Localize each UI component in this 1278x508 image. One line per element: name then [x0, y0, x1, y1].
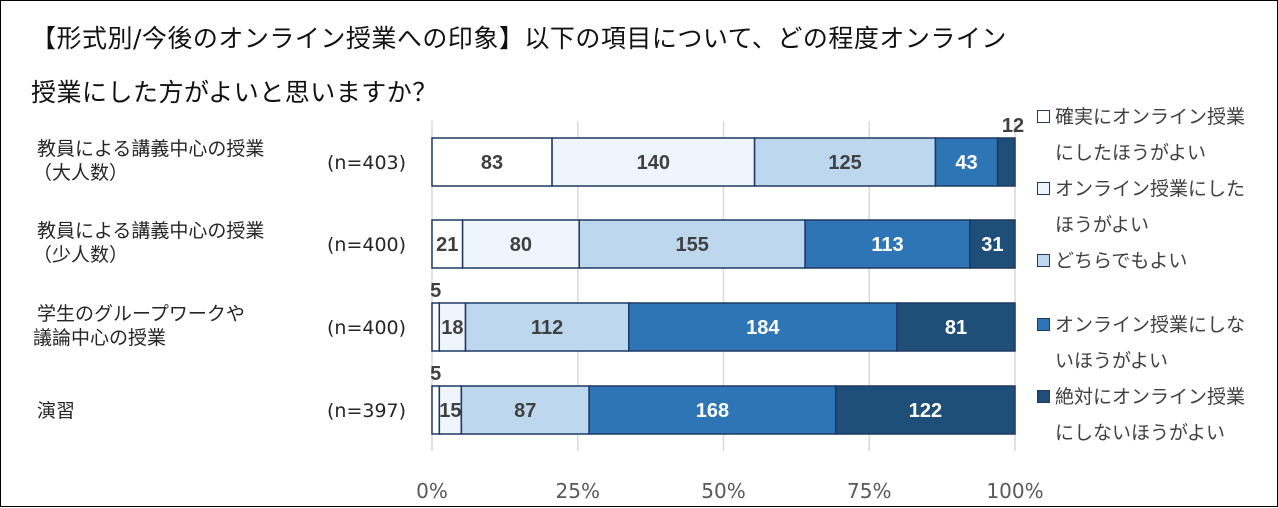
legend-item: オンライン授業にした ほうがよい	[1035, 171, 1275, 243]
category-label: 教員による講義中心の授業	[37, 220, 264, 242]
legend-swatch	[1037, 182, 1050, 195]
bar-segment	[835, 385, 1016, 435]
bar-segment	[996, 137, 1016, 187]
data-label: 31	[981, 234, 1003, 256]
legend-swatch	[1037, 254, 1050, 267]
legend-label: 絶対にオンライン授業	[1055, 386, 1246, 408]
bar-segment	[438, 302, 467, 352]
category-n-label: (n=403)	[327, 152, 406, 174]
bar-segment	[551, 137, 756, 187]
data-label: 15	[439, 400, 461, 422]
category-label: （少人数）	[33, 244, 128, 266]
legend-label: にしたほうがよい	[1055, 142, 1207, 164]
bar-segment	[431, 137, 553, 187]
legend-label: にしないほうがよい	[1055, 422, 1226, 444]
data-label: 83	[481, 152, 503, 174]
legend-swatch	[1037, 318, 1050, 331]
x-tick-label: 25%	[556, 479, 600, 503]
data-label: 18	[441, 317, 463, 339]
chart-title-line-2: 授業にした方がよいと思いますか？	[31, 78, 438, 107]
category-label: （大人数）	[33, 162, 128, 184]
legend-item: オンライン授業にしな いほうがよい	[1035, 307, 1275, 379]
data-label: 81	[945, 317, 967, 339]
legend-item: 確実にオンライン授業 にしたほうがよい	[1035, 99, 1275, 171]
data-label: 43	[955, 152, 977, 174]
category-n-label: (n=400)	[327, 317, 406, 339]
bar-segment	[431, 302, 441, 352]
legend-label: 確実にオンライン授業	[1055, 106, 1246, 128]
category-label: 学生のグループワークや	[37, 303, 245, 325]
legend-label: オンライン授業にした	[1055, 178, 1246, 200]
data-label: 112	[531, 317, 563, 339]
x-tick-label: 100%	[986, 479, 1043, 503]
bar-segment	[753, 137, 937, 187]
legend: 確実にオンライン授業 にしたほうがよい オンライン授業にした ほうがよい どちらでもよい…	[1035, 99, 1275, 451]
bar-segment	[804, 219, 971, 269]
legend-label: いほうがよい	[1055, 350, 1169, 372]
legend-item: どちらでもよい	[1035, 243, 1275, 279]
bar-segment	[628, 302, 898, 352]
category-label: 教員による講義中心の授業	[37, 138, 264, 160]
bar-segment	[969, 219, 1016, 269]
bar-segment	[460, 385, 590, 435]
legend-label: どちらでもよい	[1055, 250, 1188, 272]
legend-label: ほうがよい	[1055, 214, 1150, 236]
data-label: 184	[746, 317, 780, 339]
bar-segment	[464, 302, 630, 352]
data-label: 87	[514, 400, 536, 422]
x-tick-label: 50%	[701, 479, 745, 503]
bar-segment	[896, 302, 1016, 352]
bar-segment	[588, 385, 837, 435]
legend-label: オンライン授業にしな	[1055, 314, 1246, 336]
data-label: 21	[436, 234, 458, 256]
data-label: 5	[430, 363, 441, 385]
x-tick-label: 0%	[416, 479, 448, 503]
data-label: 140	[637, 152, 670, 174]
data-label: 155	[675, 234, 708, 256]
category-n-label: (n=400)	[327, 234, 406, 256]
legend-swatch	[1037, 390, 1050, 403]
category-label: 演習	[37, 400, 75, 422]
bar-segment	[578, 219, 806, 269]
bar-segment	[461, 219, 580, 269]
data-label: 80	[510, 234, 532, 256]
data-label: 122	[909, 400, 942, 422]
bar-segment	[934, 137, 999, 187]
data-label: 125	[828, 152, 861, 174]
category-n-label: (n=397)	[327, 400, 406, 422]
data-label: 113	[871, 234, 903, 256]
data-label: 12	[1002, 115, 1024, 137]
x-tick-label: 75%	[847, 479, 891, 503]
legend-item: 絶対にオンライン授業 にしないほうがよい	[1035, 379, 1275, 451]
data-label: 168	[696, 400, 729, 422]
legend-swatch	[1037, 110, 1050, 123]
chart-title-line-1: 【形式別/今後のオンライン授業への印象】以下の項目について、どの程度オンライン	[31, 24, 1007, 53]
category-label: 議論中心の授業	[33, 327, 166, 349]
data-label: 5	[430, 280, 441, 302]
